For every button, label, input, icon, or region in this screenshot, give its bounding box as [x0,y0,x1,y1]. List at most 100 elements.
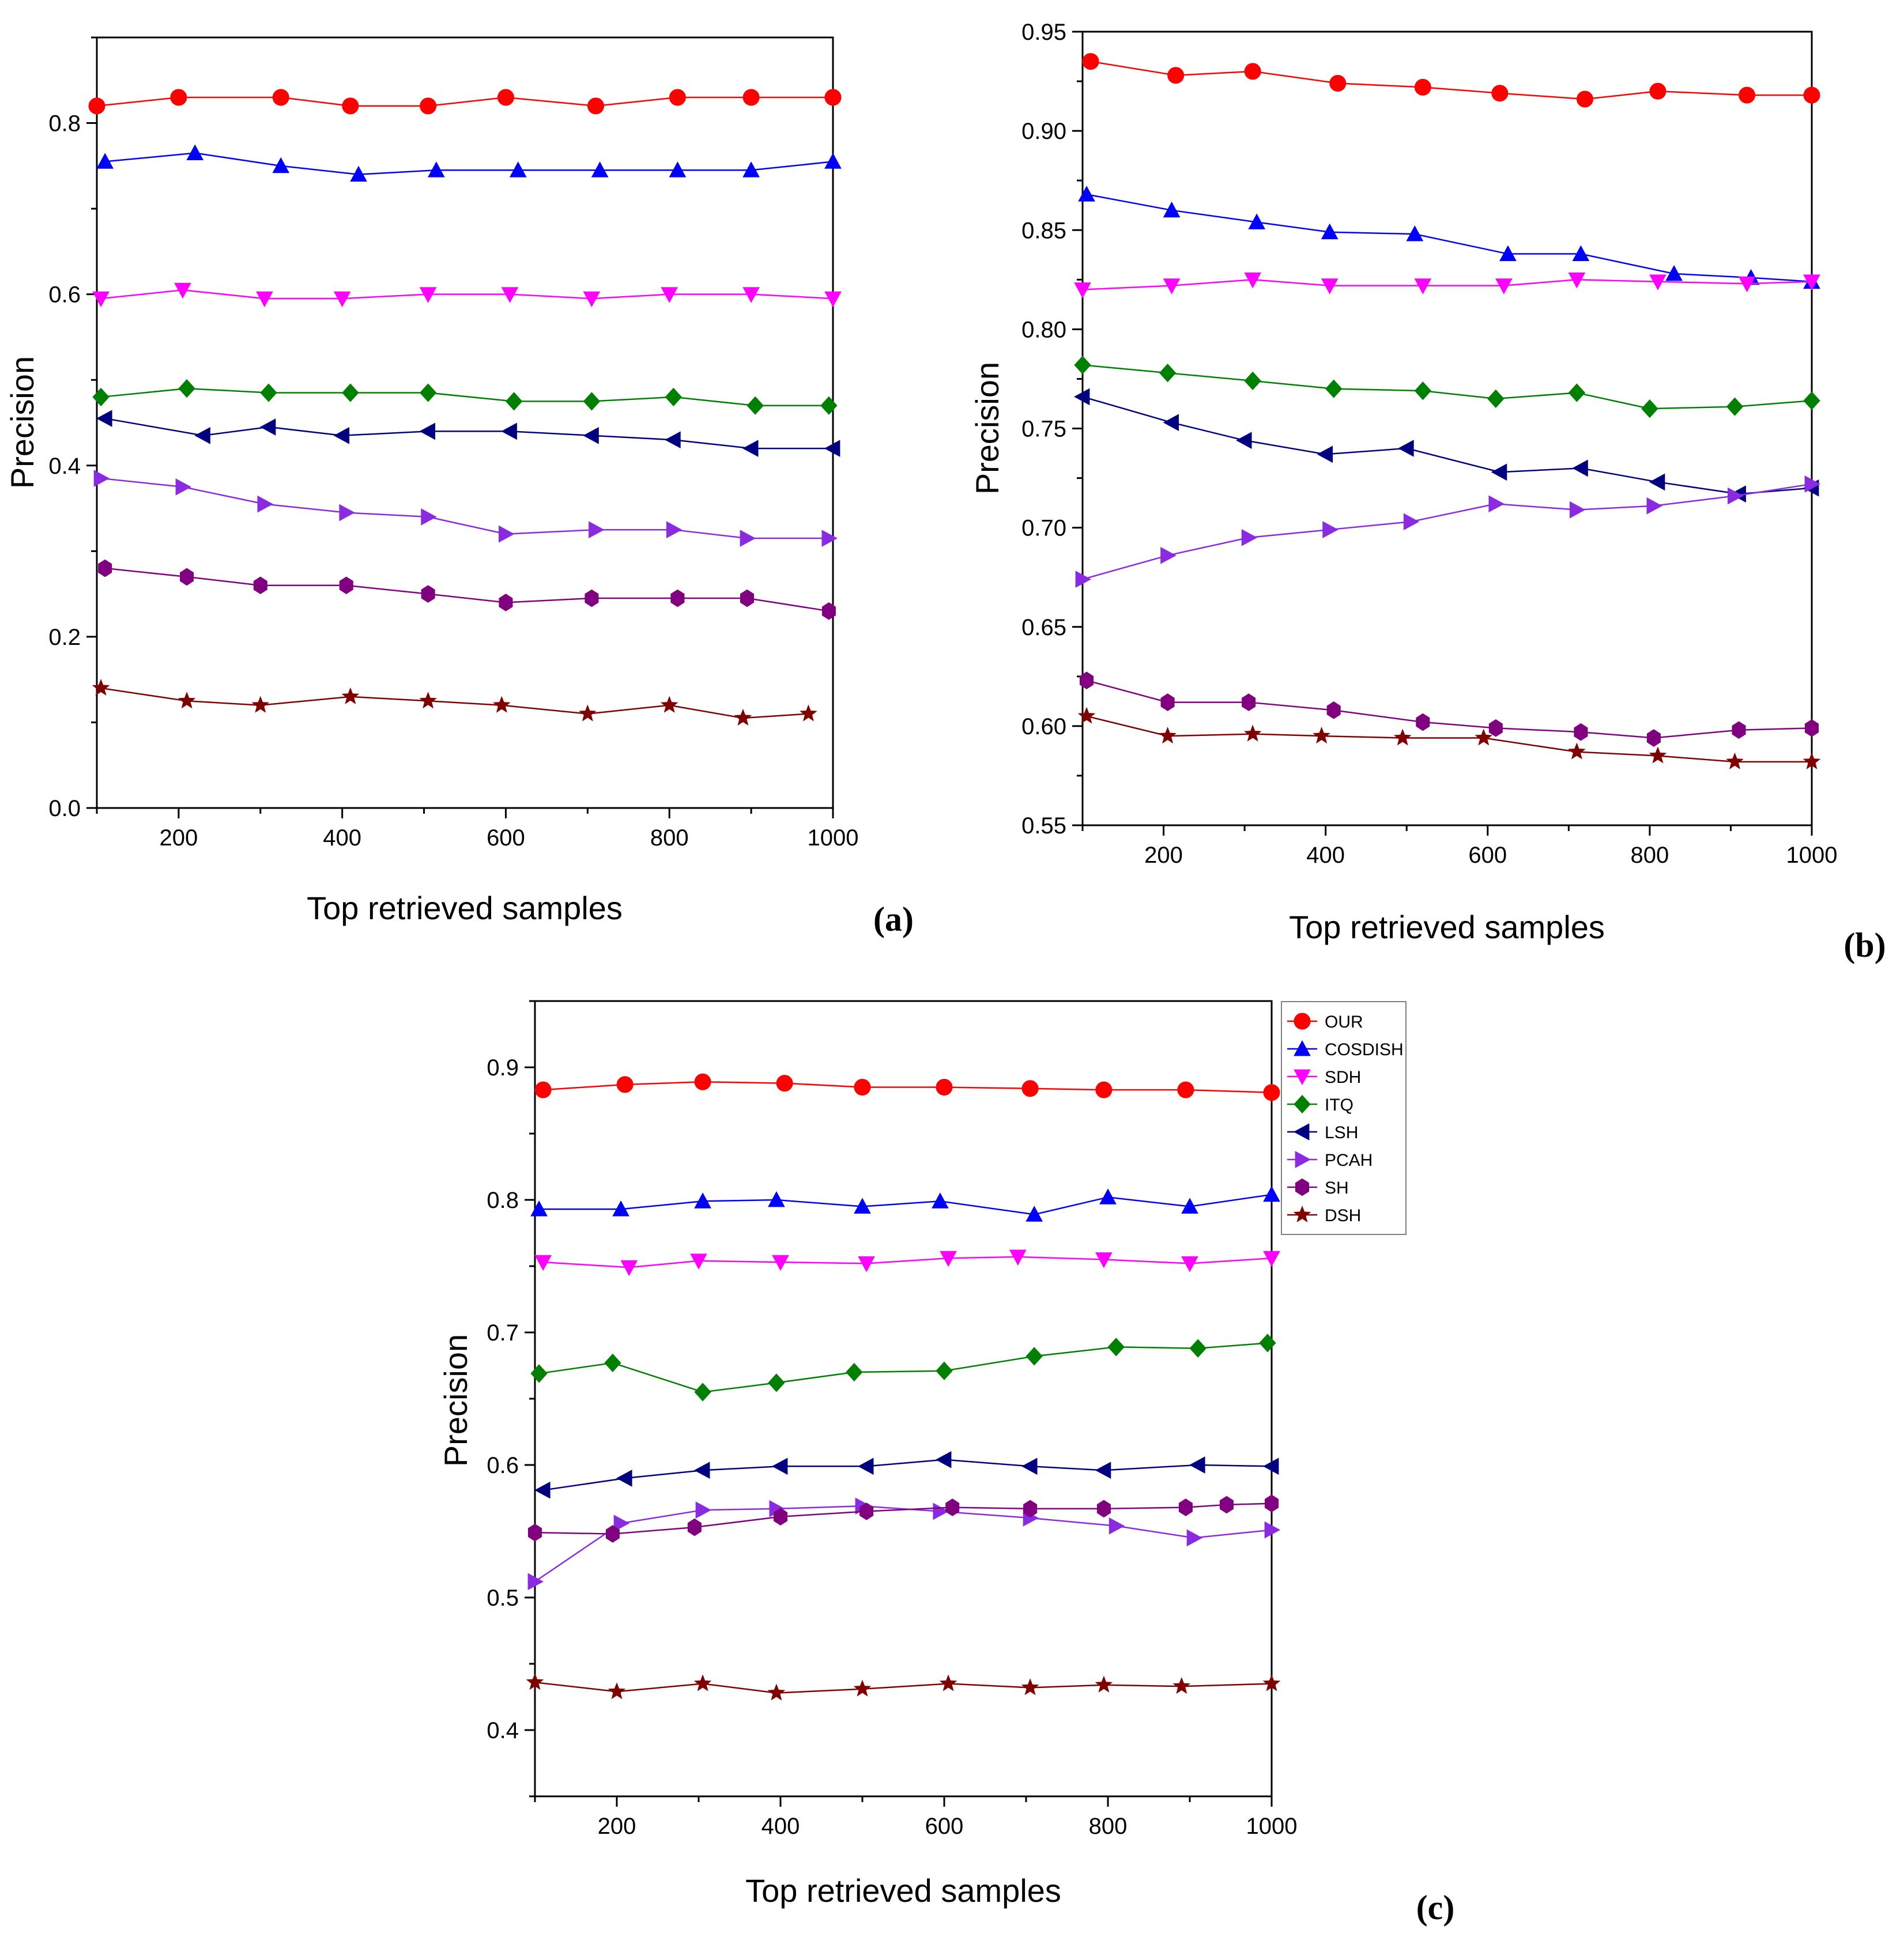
legend-label: PCAH [1325,1151,1373,1170]
data-point [339,576,353,595]
x-tick-label: 600 [925,1814,964,1839]
x-axis-label: Top retrieved samples [745,1872,1061,1909]
data-point [339,504,355,522]
series-line [543,1459,1272,1491]
x-tick-label: 600 [487,825,525,851]
data-point [768,1373,785,1392]
legend-marker [1293,1205,1311,1223]
x-tick-label: 200 [160,825,198,851]
y-tick-label: 0.60 [1021,714,1066,739]
data-point [604,1353,621,1373]
data-point [1738,276,1756,293]
data-point [1495,278,1513,294]
series-lsh [1073,388,1819,503]
data-point [1262,1457,1279,1475]
legend-box [1281,1001,1407,1235]
data-point [1803,752,1821,769]
data-point [1803,86,1820,104]
data-point [1082,53,1099,70]
x-tick-label: 1000 [1786,843,1838,868]
data-point [1726,752,1744,769]
data-point [1326,701,1341,719]
data-point [1488,719,1503,737]
data-point [734,708,752,726]
data-point [527,1573,544,1591]
data-point [1177,1081,1194,1098]
data-point [1803,274,1820,290]
data-point [92,387,110,407]
data-point [693,1674,712,1691]
data-point [509,161,527,178]
x-tick-label: 200 [1144,843,1183,868]
data-point [333,426,350,444]
x-tick-label: 1000 [808,825,859,851]
data-point [1804,719,1819,737]
data-point [858,1256,875,1272]
data-point [687,1518,702,1536]
series-cosdish [96,144,842,182]
data-point [1414,278,1432,294]
data-point [613,1515,630,1532]
data-point [616,1076,634,1093]
data-point [1073,388,1090,406]
data-point [767,1683,786,1701]
data-point [824,440,840,457]
data-point [694,1073,711,1090]
data-point [530,1364,548,1383]
series-line [104,417,833,450]
data-point [1804,475,1821,493]
series-line [105,567,830,612]
data-point [1023,1500,1038,1518]
data-point [175,478,192,496]
data-point [1403,513,1420,531]
legend-marker [1294,1013,1311,1030]
series-dsh [92,678,817,726]
data-point [740,589,755,607]
data-point [1406,225,1424,241]
series-line [1083,364,1812,410]
series-dsh [1077,707,1821,769]
data-point [1416,713,1430,731]
series-sh [98,559,836,620]
series-line [105,152,833,175]
data-point [824,153,842,169]
data-point [1728,487,1744,505]
x-tick-label: 1000 [1246,1814,1298,1839]
data-point [821,530,838,547]
data-point [1163,201,1181,218]
data-point [661,287,678,303]
data-point [93,470,110,487]
data-point [1095,1252,1113,1268]
data-point [742,89,760,106]
data-point [591,161,609,178]
legend-item-pcah: PCAH [1287,1151,1373,1170]
series-line [100,477,829,539]
data-point [88,97,105,115]
x-tick-label: 800 [650,825,689,851]
data-point [499,525,515,543]
data-point [1244,371,1261,391]
legend: OUR COSDISH SDH ITQ LSH PCAH SH DSH [1281,1001,1407,1235]
legend-marker [1295,1151,1311,1168]
legend-label: SDH [1325,1068,1361,1087]
data-point [530,1200,548,1217]
data-point [256,291,273,308]
data-point [694,1462,710,1479]
x-tick-label: 800 [1089,1814,1128,1839]
data-point [935,1451,952,1468]
data-point [1021,1457,1038,1475]
data-point [936,1361,953,1380]
series-sh [527,1494,1279,1543]
data-point [589,521,605,539]
legend-marker [1293,1123,1310,1141]
data-point [1096,1500,1111,1518]
x-tick-label: 400 [761,1814,800,1839]
data-point [1393,728,1412,746]
data-point [1160,546,1177,564]
data-point [1646,497,1662,515]
data-point [771,1457,788,1475]
data-point [768,1191,785,1207]
series-itq [1074,356,1820,418]
data-point [1568,272,1586,289]
series-line [543,1256,1272,1268]
